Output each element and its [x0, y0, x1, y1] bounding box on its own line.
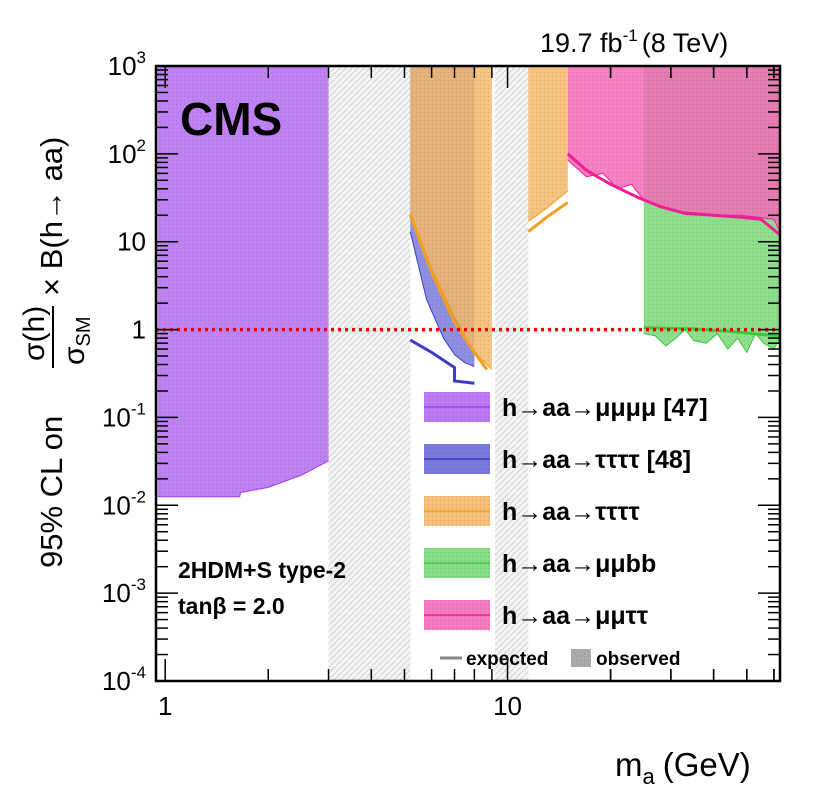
svg-text:σSM: σSM [58, 316, 95, 365]
legend-label-tautau48: h→aa→ττττ [48] [502, 446, 691, 474]
y-tick-label: 10-1 [102, 399, 146, 432]
legend-label-tautau: h→aa→ττττ [502, 498, 640, 526]
observed-line-mumumumu [157, 460, 329, 498]
legend-expected-label: expected [466, 649, 548, 670]
x-tick-label: 10 [493, 691, 522, 721]
observed-bands [157, 66, 780, 498]
x-tick-label: 1 [158, 691, 172, 721]
expected-line-mumubb [643, 326, 780, 338]
y-tick-label: 10-3 [102, 575, 146, 608]
expected-line-tautau48 [409, 338, 475, 385]
band-hatch-tautau-1 [410, 66, 492, 370]
y-axis-label: 95% CL on σ(h) σSM × B(h→ aa) [18, 137, 95, 568]
y-tick-label: 10-4 [102, 663, 146, 696]
tanbeta-label: tanβ = 2.0 [178, 593, 285, 619]
observed-line-tautau-2 [528, 190, 569, 222]
cms-label: CMS [180, 93, 282, 145]
svg-text:× B(h→ aa): × B(h→ aa) [34, 137, 69, 296]
svg-text:σ(h): σ(h) [18, 306, 51, 361]
excluded-region-1 [328, 66, 411, 681]
band-hatch-mumumumu [157, 66, 329, 497]
legend-label-mumutautau: h→aa→μμττ [502, 602, 648, 630]
observed-line-tautau48 [409, 231, 475, 367]
expected-line-tautau-2 [527, 201, 569, 233]
legend-observed-label: observed [596, 649, 680, 670]
legend-label-mumubb: h→aa→μμbb [502, 550, 656, 578]
excluded-regions [328, 66, 529, 681]
y-tick-label: 10 [117, 227, 146, 257]
y-tick-label: 1 [132, 315, 146, 345]
svg-text:95% CL on: 95% CL on [34, 416, 69, 568]
band-hatch-mumutautau [567, 66, 780, 232]
limit-lines [408, 152, 780, 385]
legend-observed-hatch [571, 649, 591, 667]
y-tick-label: 102 [108, 136, 146, 169]
band-hatch-tautau-2 [528, 66, 568, 222]
expected-line-tautau-1 [408, 214, 489, 371]
plot-frame [154, 64, 782, 683]
y-tick-label: 10-2 [102, 487, 146, 520]
observed-line-mumubb [643, 328, 780, 354]
expected-line-mumutautau [566, 152, 780, 236]
y-tick-label: 103 [108, 48, 146, 81]
lumi-label: 19.7 fb-1 (8 TeV) [540, 26, 728, 58]
x-axis-label: ma (GeV) [615, 746, 751, 789]
legend-label-mumumumu: h→aa→μμμμ [47] [502, 394, 708, 422]
excluded-region-2 [495, 66, 529, 681]
legend: h→aa→μμμμ [47] h→aa→ττττ [48] h→aa→ττττ h→a… [424, 392, 708, 670]
model-label: 2HDM+S type-2 [178, 557, 346, 583]
